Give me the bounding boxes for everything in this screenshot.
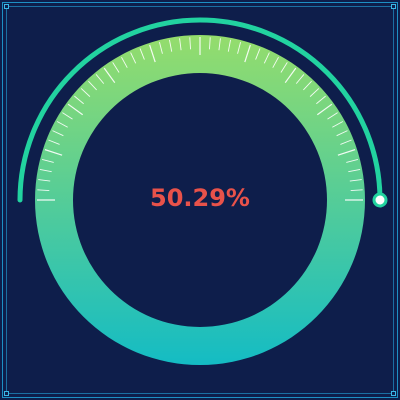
gauge-tick (309, 88, 320, 97)
gauge-tick (348, 169, 361, 173)
gauge-tick (112, 62, 120, 73)
gauge-tick (52, 130, 64, 137)
gauge-tick (44, 149, 63, 156)
gauge-tick (346, 159, 358, 163)
gauge-tick (130, 52, 137, 64)
gauge-value-label: 50.29% (150, 184, 250, 212)
gauge-tick (39, 169, 52, 173)
gauge-tick (62, 112, 73, 120)
gauge-tick (340, 139, 352, 145)
gauge-tick (263, 52, 270, 64)
gauge-tick (349, 179, 362, 182)
gauge-tick (48, 139, 60, 145)
gauge-tick (169, 39, 173, 52)
gauge-tick (139, 48, 145, 60)
gauge-tick (103, 67, 116, 84)
gauge-tick (179, 38, 182, 51)
gauge-tick (56, 121, 68, 128)
panel-frame-inner (6, 6, 394, 394)
gauge-tick (37, 189, 50, 191)
gauge-tick (237, 42, 241, 54)
frame-corner-bottom-right (391, 391, 396, 396)
gauge-tick (159, 42, 163, 54)
gauge-tick (42, 159, 54, 163)
frame-corner-top-left (4, 4, 9, 9)
gauge-tick (244, 44, 251, 63)
progress-arc-end-knob (372, 192, 388, 208)
gauge-tick (337, 149, 356, 156)
gauge-tick (227, 39, 231, 52)
gauge-tick (74, 95, 84, 105)
gauge-tick (88, 80, 97, 91)
gauge-tick (336, 130, 348, 137)
gauge-tick (67, 103, 84, 116)
gauge-tick (218, 38, 221, 51)
progress-arc (17, 17, 383, 203)
gauge-tick (303, 80, 312, 91)
gauge-tick (284, 67, 297, 84)
gauge-tick (95, 74, 105, 84)
frame-corner-bottom-left (4, 391, 9, 396)
gauge-tick (280, 62, 288, 73)
gauge-tick (209, 37, 211, 50)
gauge-tick (189, 37, 191, 50)
gauge-tick (272, 56, 279, 68)
gauge-tick (121, 56, 128, 68)
gauge-tick (255, 48, 261, 60)
gauge-ticks (37, 37, 363, 201)
gauge-tick (316, 95, 326, 105)
gauge-tick (327, 112, 338, 120)
gauge-tick (38, 179, 51, 182)
frame-corner-top-right (391, 4, 396, 9)
gauge-tick (350, 189, 363, 191)
gauge-tick (295, 74, 305, 84)
gauge-tick (80, 88, 91, 97)
gauge-tick (149, 44, 156, 63)
gauge-tick (332, 121, 344, 128)
gauge-tick (316, 103, 333, 116)
